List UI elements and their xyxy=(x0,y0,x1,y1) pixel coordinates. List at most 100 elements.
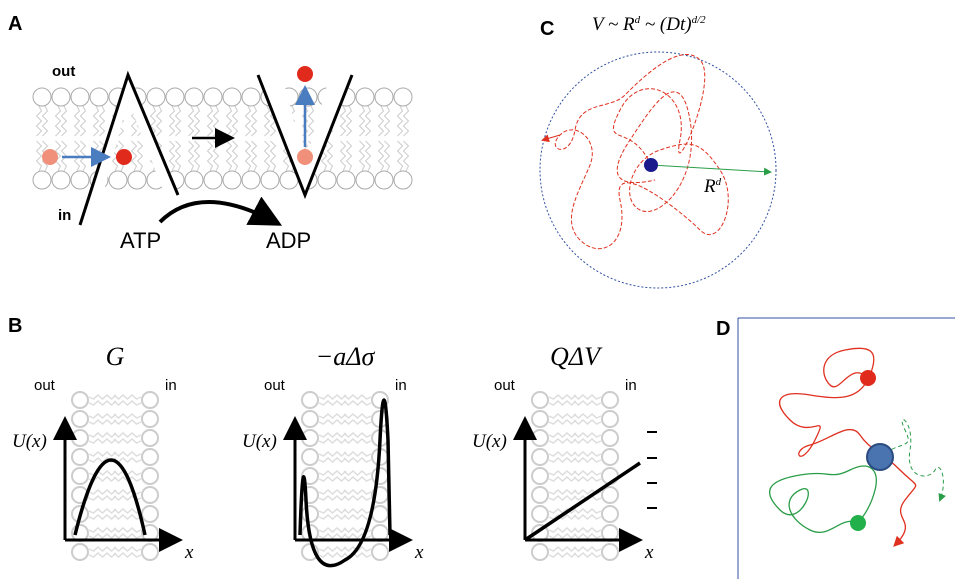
lipid-tail xyxy=(548,399,577,407)
lipid-head xyxy=(71,467,89,485)
side-label: out xyxy=(52,63,75,80)
lipid-tail xyxy=(149,105,157,137)
radius-label: Rd xyxy=(703,176,722,197)
lipid-head xyxy=(89,87,109,107)
lipid-tail xyxy=(174,105,182,137)
panel-label: C xyxy=(540,18,554,40)
lipid-head xyxy=(531,486,549,504)
lipid-head xyxy=(241,170,261,190)
lipid-head xyxy=(165,87,185,107)
lipid-tail xyxy=(318,437,347,445)
lipid-head xyxy=(32,170,52,190)
lipid-tail xyxy=(573,513,602,521)
y-label: U(x) xyxy=(12,431,47,452)
lipid-tail xyxy=(548,412,577,420)
lipid-tail xyxy=(573,456,602,464)
lipid-tail xyxy=(113,526,142,534)
random-walk xyxy=(554,54,729,250)
lipid-tail xyxy=(98,105,106,137)
potential-curve xyxy=(524,461,641,542)
lipid-tail xyxy=(88,494,117,502)
lipid-tail xyxy=(548,437,577,445)
lipid-tail xyxy=(548,456,577,464)
substrate xyxy=(42,149,58,165)
lipid-tail xyxy=(136,140,144,172)
lipid-tail xyxy=(548,551,577,559)
lipid-tail xyxy=(318,494,347,502)
lipid-head xyxy=(601,410,619,428)
lipid-head xyxy=(184,170,204,190)
lipid-tail xyxy=(79,105,87,137)
panel-label: D xyxy=(716,318,730,340)
lipid-head xyxy=(141,543,159,561)
lipid-tail xyxy=(88,418,117,426)
y-label: U(x) xyxy=(472,431,507,452)
lipid-head xyxy=(601,486,619,504)
lipid-head xyxy=(241,87,261,107)
lipid-tail xyxy=(548,450,577,458)
lipid-tail xyxy=(548,526,577,534)
lipid-tail xyxy=(573,418,602,426)
protein-mask xyxy=(80,75,178,225)
lipid-tail xyxy=(113,551,142,559)
lipid-tail xyxy=(318,532,347,540)
lipid-tail xyxy=(113,545,142,553)
lipid-tail xyxy=(113,418,142,426)
protein-mask xyxy=(258,75,352,195)
lipid-tail xyxy=(343,475,372,483)
lipid-head xyxy=(184,87,204,107)
lipid-tail xyxy=(343,450,372,458)
lipid-tail xyxy=(402,140,410,172)
substrate xyxy=(297,66,313,82)
membrane xyxy=(32,87,413,190)
lipid-head xyxy=(141,467,159,485)
eq-part: ~ (Dt) xyxy=(640,14,691,35)
lipid-tail xyxy=(206,140,214,172)
lipid-tail xyxy=(73,105,81,137)
lipid-head xyxy=(71,448,89,466)
lipid-tail xyxy=(35,105,43,137)
lipid-tail xyxy=(318,418,347,426)
lipid-tail xyxy=(573,393,602,401)
lipid-head xyxy=(127,170,147,190)
green-dashed xyxy=(879,419,946,502)
lipid-tail xyxy=(269,140,277,172)
lipid-tail xyxy=(339,140,347,172)
lipid-tail xyxy=(263,105,271,137)
lipid-tail xyxy=(548,494,577,502)
lipid-head xyxy=(141,486,159,504)
side-label: out xyxy=(494,377,516,394)
lipid-tail xyxy=(88,545,117,553)
x-label: x xyxy=(184,542,194,563)
lipid-tail xyxy=(396,105,404,137)
lipid-head xyxy=(393,87,413,107)
lipid-tail xyxy=(343,488,372,496)
lipid-head xyxy=(371,543,389,561)
lipid-head xyxy=(70,87,90,107)
lipid-tail xyxy=(318,545,347,553)
lipid-tail xyxy=(548,488,577,496)
lipid-head xyxy=(32,87,52,107)
green-particle xyxy=(850,515,866,531)
substrate xyxy=(116,149,132,165)
lipid-head xyxy=(355,170,375,190)
lipid-tail xyxy=(231,140,239,172)
lipid-tail xyxy=(343,418,372,426)
lipid-tail xyxy=(88,513,117,521)
lipid-tail xyxy=(343,399,372,407)
lipid-tail xyxy=(187,105,195,137)
lipid-tail xyxy=(318,393,347,401)
lipid-tail xyxy=(548,393,577,401)
side-label: in xyxy=(58,207,71,224)
lipid-head xyxy=(601,448,619,466)
lipid-tail xyxy=(212,105,220,137)
lipid-head xyxy=(141,410,159,428)
lipid-tail xyxy=(343,494,372,502)
lipid-head xyxy=(51,170,71,190)
lipid-tail xyxy=(343,456,372,464)
lipid-head xyxy=(301,448,319,466)
panel-label: B xyxy=(8,315,22,337)
lipid-tail xyxy=(206,105,214,137)
lipid-tail xyxy=(573,532,602,540)
